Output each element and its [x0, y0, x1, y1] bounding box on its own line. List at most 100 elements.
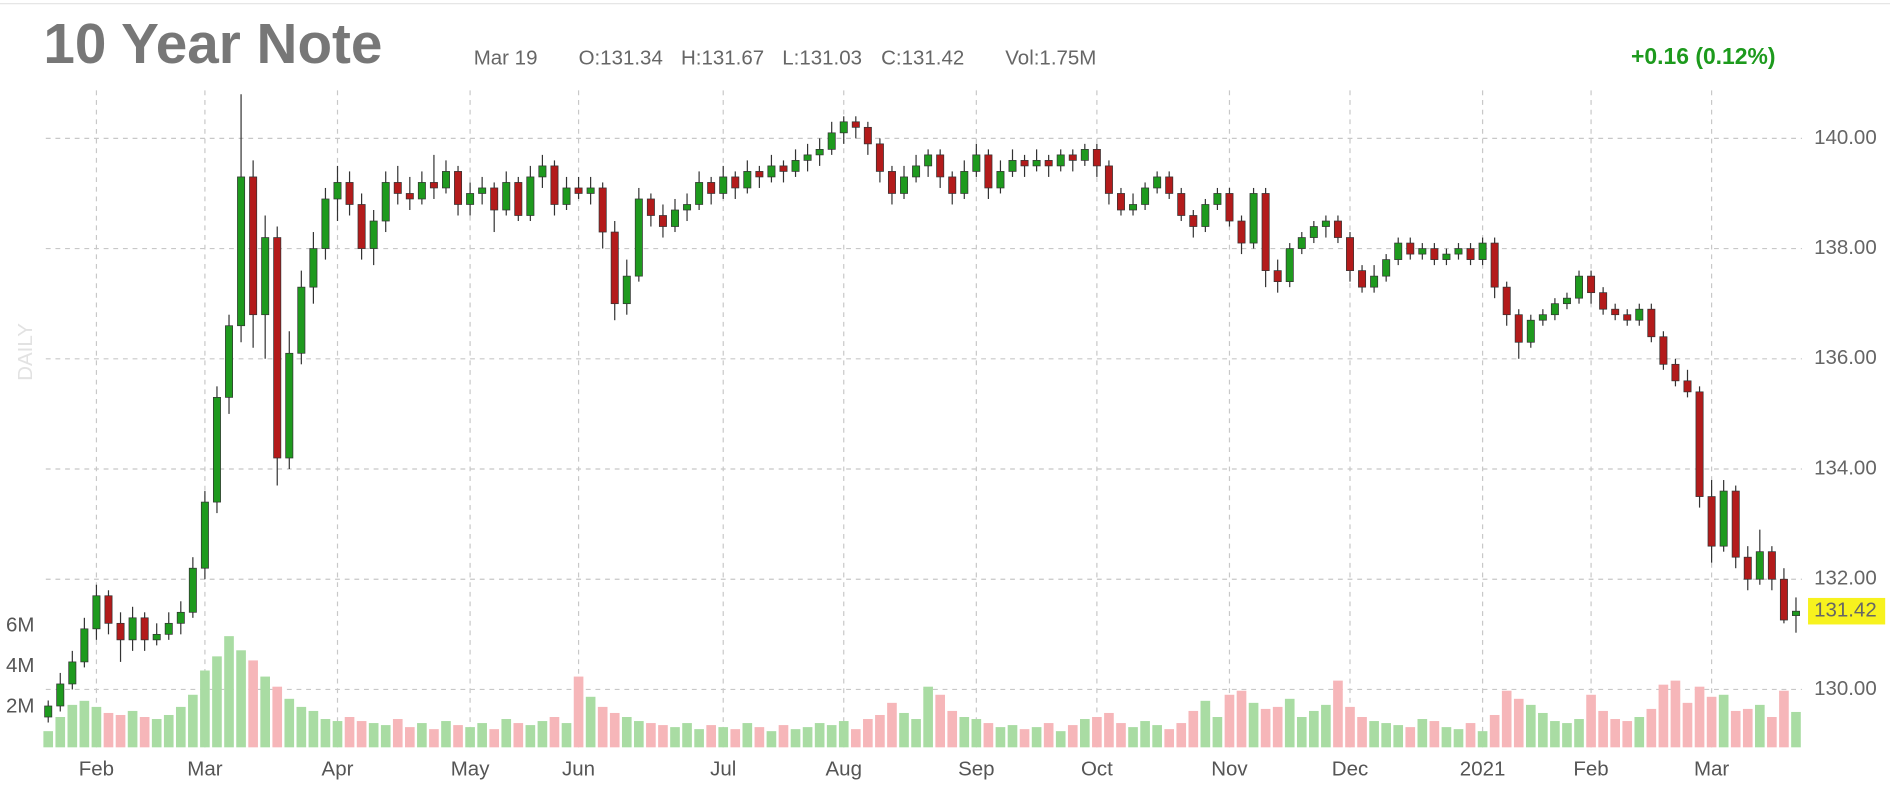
candle-body: [622, 275, 631, 305]
volume-bar: [356, 721, 367, 748]
x-tick-label: Sep: [958, 758, 994, 781]
x-tick-label: Nov: [1211, 758, 1248, 781]
candle-body: [1478, 242, 1487, 260]
volume-bar: [175, 706, 186, 748]
volume-bar: [1622, 721, 1633, 748]
x-tick-label: May: [451, 758, 490, 781]
candle-body: [56, 683, 65, 707]
candles: [44, 94, 1800, 723]
candle-body: [1599, 292, 1608, 310]
volume-bar: [1296, 717, 1307, 748]
candle-body: [442, 171, 450, 189]
volume-bar: [127, 710, 138, 748]
volume-bar: [850, 729, 861, 748]
candle-body: [827, 132, 836, 150]
candle-body: [1382, 259, 1391, 277]
candle-body: [1623, 314, 1632, 321]
volume-bar: [296, 706, 307, 748]
candle-body: [490, 187, 499, 211]
candle-body: [960, 171, 969, 194]
candle-body: [502, 182, 511, 211]
volume-bar: [959, 717, 970, 748]
candle-body: [779, 165, 788, 172]
candle-body: [478, 187, 487, 194]
candle-body: [200, 501, 209, 569]
volume-bar: [1562, 723, 1572, 748]
candle-body: [936, 154, 945, 178]
volume-bar: [103, 712, 114, 748]
volume-bar: [1489, 714, 1500, 748]
volume-bar: [392, 719, 403, 748]
volume-bar: [585, 696, 596, 748]
volume-bar: [188, 694, 198, 748]
candle-body: [912, 165, 921, 178]
volume-bar: [248, 660, 258, 748]
volume-bar: [718, 727, 729, 748]
candle-body: [1562, 297, 1571, 305]
volume-bar: [1067, 725, 1078, 748]
volume-bar: [971, 719, 982, 748]
candle-body: [1454, 248, 1463, 255]
candle-body: [1671, 363, 1680, 382]
candle-body: [1117, 193, 1125, 211]
candle-body: [1261, 193, 1270, 271]
x-tick-label: Apr: [322, 758, 354, 781]
volume-bar: [308, 710, 319, 748]
volume-bar: [1658, 684, 1669, 748]
candle-body: [803, 154, 812, 161]
candle-body: [1767, 551, 1776, 580]
volume-bar: [597, 706, 608, 748]
volume-bar: [730, 729, 741, 748]
candle-body: [972, 154, 981, 172]
candle-body: [429, 182, 438, 189]
candle-body: [466, 193, 475, 205]
y-tick-label: 138.00: [1814, 236, 1877, 259]
candle-body: [839, 121, 848, 134]
volume-bar: [1284, 698, 1295, 748]
volume-bar: [1574, 719, 1584, 748]
candle-body: [237, 176, 246, 327]
candle-body: [1731, 490, 1740, 558]
candle-body: [514, 182, 523, 216]
candle-body: [1237, 220, 1246, 244]
volume-bar: [1694, 686, 1705, 748]
volume-bar: [1200, 700, 1211, 748]
quote-field: Mar 19: [474, 46, 538, 69]
y2-tick-label: 6M: [6, 613, 34, 636]
volume-bar: [1682, 702, 1693, 748]
candle-body: [924, 154, 933, 167]
candle-body: [1514, 314, 1523, 343]
volume-bar: [1019, 729, 1030, 748]
chart-title: 10 Year Note: [43, 13, 382, 76]
candle-body: [1201, 204, 1210, 227]
candle-body: [526, 176, 535, 216]
candle-body: [1406, 242, 1415, 255]
volume-bar: [1730, 710, 1741, 748]
volume-bar: [899, 712, 909, 748]
candle-body: [767, 165, 776, 178]
x-tick-label: Feb: [79, 758, 114, 781]
candle-body: [1129, 204, 1138, 211]
candle-body: [1177, 193, 1186, 216]
volume-bar: [1405, 727, 1416, 748]
volume-bar: [778, 725, 789, 748]
volume-bar: [1586, 694, 1596, 748]
volume-bar: [1646, 708, 1657, 748]
volume-bar: [1248, 702, 1259, 748]
quote-field: C:131.42: [881, 46, 964, 69]
volume-bar: [405, 727, 415, 748]
candle-body: [1575, 275, 1583, 299]
quote-field: Vol:1.75M: [1005, 46, 1096, 69]
candle-body: [984, 154, 993, 189]
y2-tick-label: 4M: [6, 654, 34, 677]
volume-bar: [1538, 712, 1548, 748]
volume-bar: [634, 721, 644, 748]
volume-bar: [646, 723, 656, 748]
candle-body: [586, 187, 595, 194]
volume-bar: [441, 721, 451, 748]
volume-bar: [1453, 729, 1464, 748]
volume-bar: [1212, 717, 1223, 748]
candle-body: [1104, 165, 1113, 194]
x-tick-label: Feb: [1573, 758, 1608, 781]
volume-bar: [706, 725, 716, 748]
